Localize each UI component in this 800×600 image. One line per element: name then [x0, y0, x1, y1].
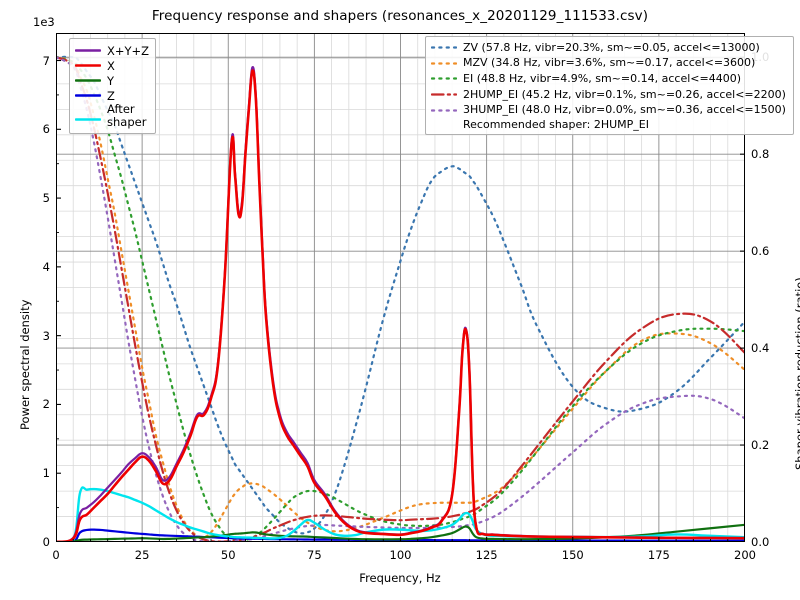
- y2-tick-label: 0.2: [751, 438, 770, 453]
- legend-swatch: [431, 73, 457, 84]
- legend-item-after-shaper[interactable]: After shaper: [75, 103, 149, 129]
- x-axis-label: Frequency, Hz: [359, 571, 441, 585]
- legend-swatch: [431, 58, 457, 69]
- data-series: [56, 55, 745, 542]
- legend-item-shaper-ei[interactable]: EI (48.8 Hz, vibr=4.9%, sm~=0.14, accel<…: [431, 71, 786, 87]
- legend-label: 3HUMP_EI (48.0 Hz, vibr=0.0%, sm~=0.36, …: [463, 103, 786, 117]
- y2-tick-label: 0.4: [751, 341, 770, 356]
- y-axis-label: Power spectral density: [18, 299, 32, 430]
- legend-swatch: [75, 45, 101, 56]
- legend-shapers: ZV (57.8 Hz, vibr=20.3%, sm~=0.05, accel…: [425, 36, 794, 135]
- y-tick-label: 0: [42, 535, 50, 549]
- legend-label: Y: [107, 73, 115, 88]
- legend-label: ZV (57.8 Hz, vibr=20.3%, sm~=0.05, accel…: [463, 40, 760, 54]
- legend-signals: X+Y+Z X Y Z After shaper: [69, 38, 157, 134]
- legend-label: Z: [107, 88, 115, 103]
- x-tick-label: 25: [134, 548, 150, 562]
- x-tick-label: 150: [561, 548, 584, 562]
- series-line-y: [56, 523, 745, 542]
- x-tick-label: 50: [220, 548, 236, 562]
- legend-label: X+Y+Z: [107, 43, 150, 58]
- series-line-after-shaper: [56, 486, 745, 542]
- legend-label: EI (48.8 Hz, vibr=4.9%, sm~=0.14, accel<…: [463, 71, 741, 85]
- major-gridlines: [56, 33, 745, 542]
- series-line-x: [56, 69, 745, 542]
- y-tick-label: 7: [42, 53, 50, 68]
- y-axis-ticks: 0 1 2 3 4 5 6 7: [0, 0, 50, 600]
- legend-item-shaper-2hump-ei[interactable]: 2HUMP_EI (45.2 Hz, vibr=0.1%, sm~=0.26, …: [431, 87, 786, 103]
- y2-tick-label: 0.6: [751, 244, 770, 259]
- legend-item-shaper-3hump-ei[interactable]: 3HUMP_EI (48.0 Hz, vibr=0.0%, sm~=0.36, …: [431, 102, 786, 118]
- series-line-zv: [56, 55, 745, 535]
- y-tick-label: 3: [42, 328, 50, 343]
- legend-item-shaper-mzv[interactable]: MZV (34.8 Hz, vibr=3.6%, sm~=0.17, accel…: [431, 56, 786, 72]
- legend-label: 2HUMP_EI (45.2 Hz, vibr=0.1%, sm~=0.26, …: [463, 87, 786, 101]
- legend-swatch: [431, 105, 457, 116]
- legend-item-x[interactable]: X: [75, 58, 149, 73]
- recommended-shaper-text: Recommended shaper: 2HUMP_EI: [463, 117, 649, 131]
- legend-label: X: [107, 58, 115, 73]
- x-tick-label: 175: [647, 548, 670, 562]
- y-tick-label: 4: [42, 259, 50, 274]
- y-tick-label: 5: [42, 191, 50, 206]
- y2-tick-label: 0.8: [751, 147, 770, 162]
- x-tick-label: 0: [52, 548, 60, 562]
- y2-tick-label: 0.0: [751, 535, 770, 549]
- legend-item-z[interactable]: Z: [75, 88, 149, 103]
- legend-item-x-y-z[interactable]: X+Y+Z: [75, 43, 149, 58]
- legend-label: After shaper: [107, 102, 147, 129]
- legend-swatch: [75, 60, 101, 71]
- legend-item-y[interactable]: Y: [75, 73, 149, 88]
- chart-title: Frequency response and shapers (resonanc…: [151, 8, 649, 24]
- legend-swatch: [75, 90, 101, 101]
- y-tick-label: 6: [42, 122, 50, 137]
- x-tick-label: 100: [389, 548, 412, 562]
- legend-item-shaper-zv[interactable]: ZV (57.8 Hz, vibr=20.3%, sm~=0.05, accel…: [431, 40, 786, 56]
- legend-swatch: [75, 114, 101, 125]
- x-tick-label: 125: [475, 548, 498, 562]
- legend-swatch: [431, 89, 457, 100]
- legend-label: MZV (34.8 Hz, vibr=3.6%, sm~=0.17, accel…: [463, 56, 756, 70]
- y2-axis-label: Shaper vibration reduction (ratio): [793, 277, 800, 470]
- legend-swatch: [75, 75, 101, 86]
- x-tick-label: 200: [734, 548, 756, 562]
- x-tick-label: 75: [307, 548, 322, 562]
- legend-swatch: [431, 42, 457, 53]
- y-axis-offset-text: 1e3: [33, 15, 55, 29]
- y-tick-label: 1: [42, 466, 50, 481]
- y-tick-label: 2: [42, 397, 50, 412]
